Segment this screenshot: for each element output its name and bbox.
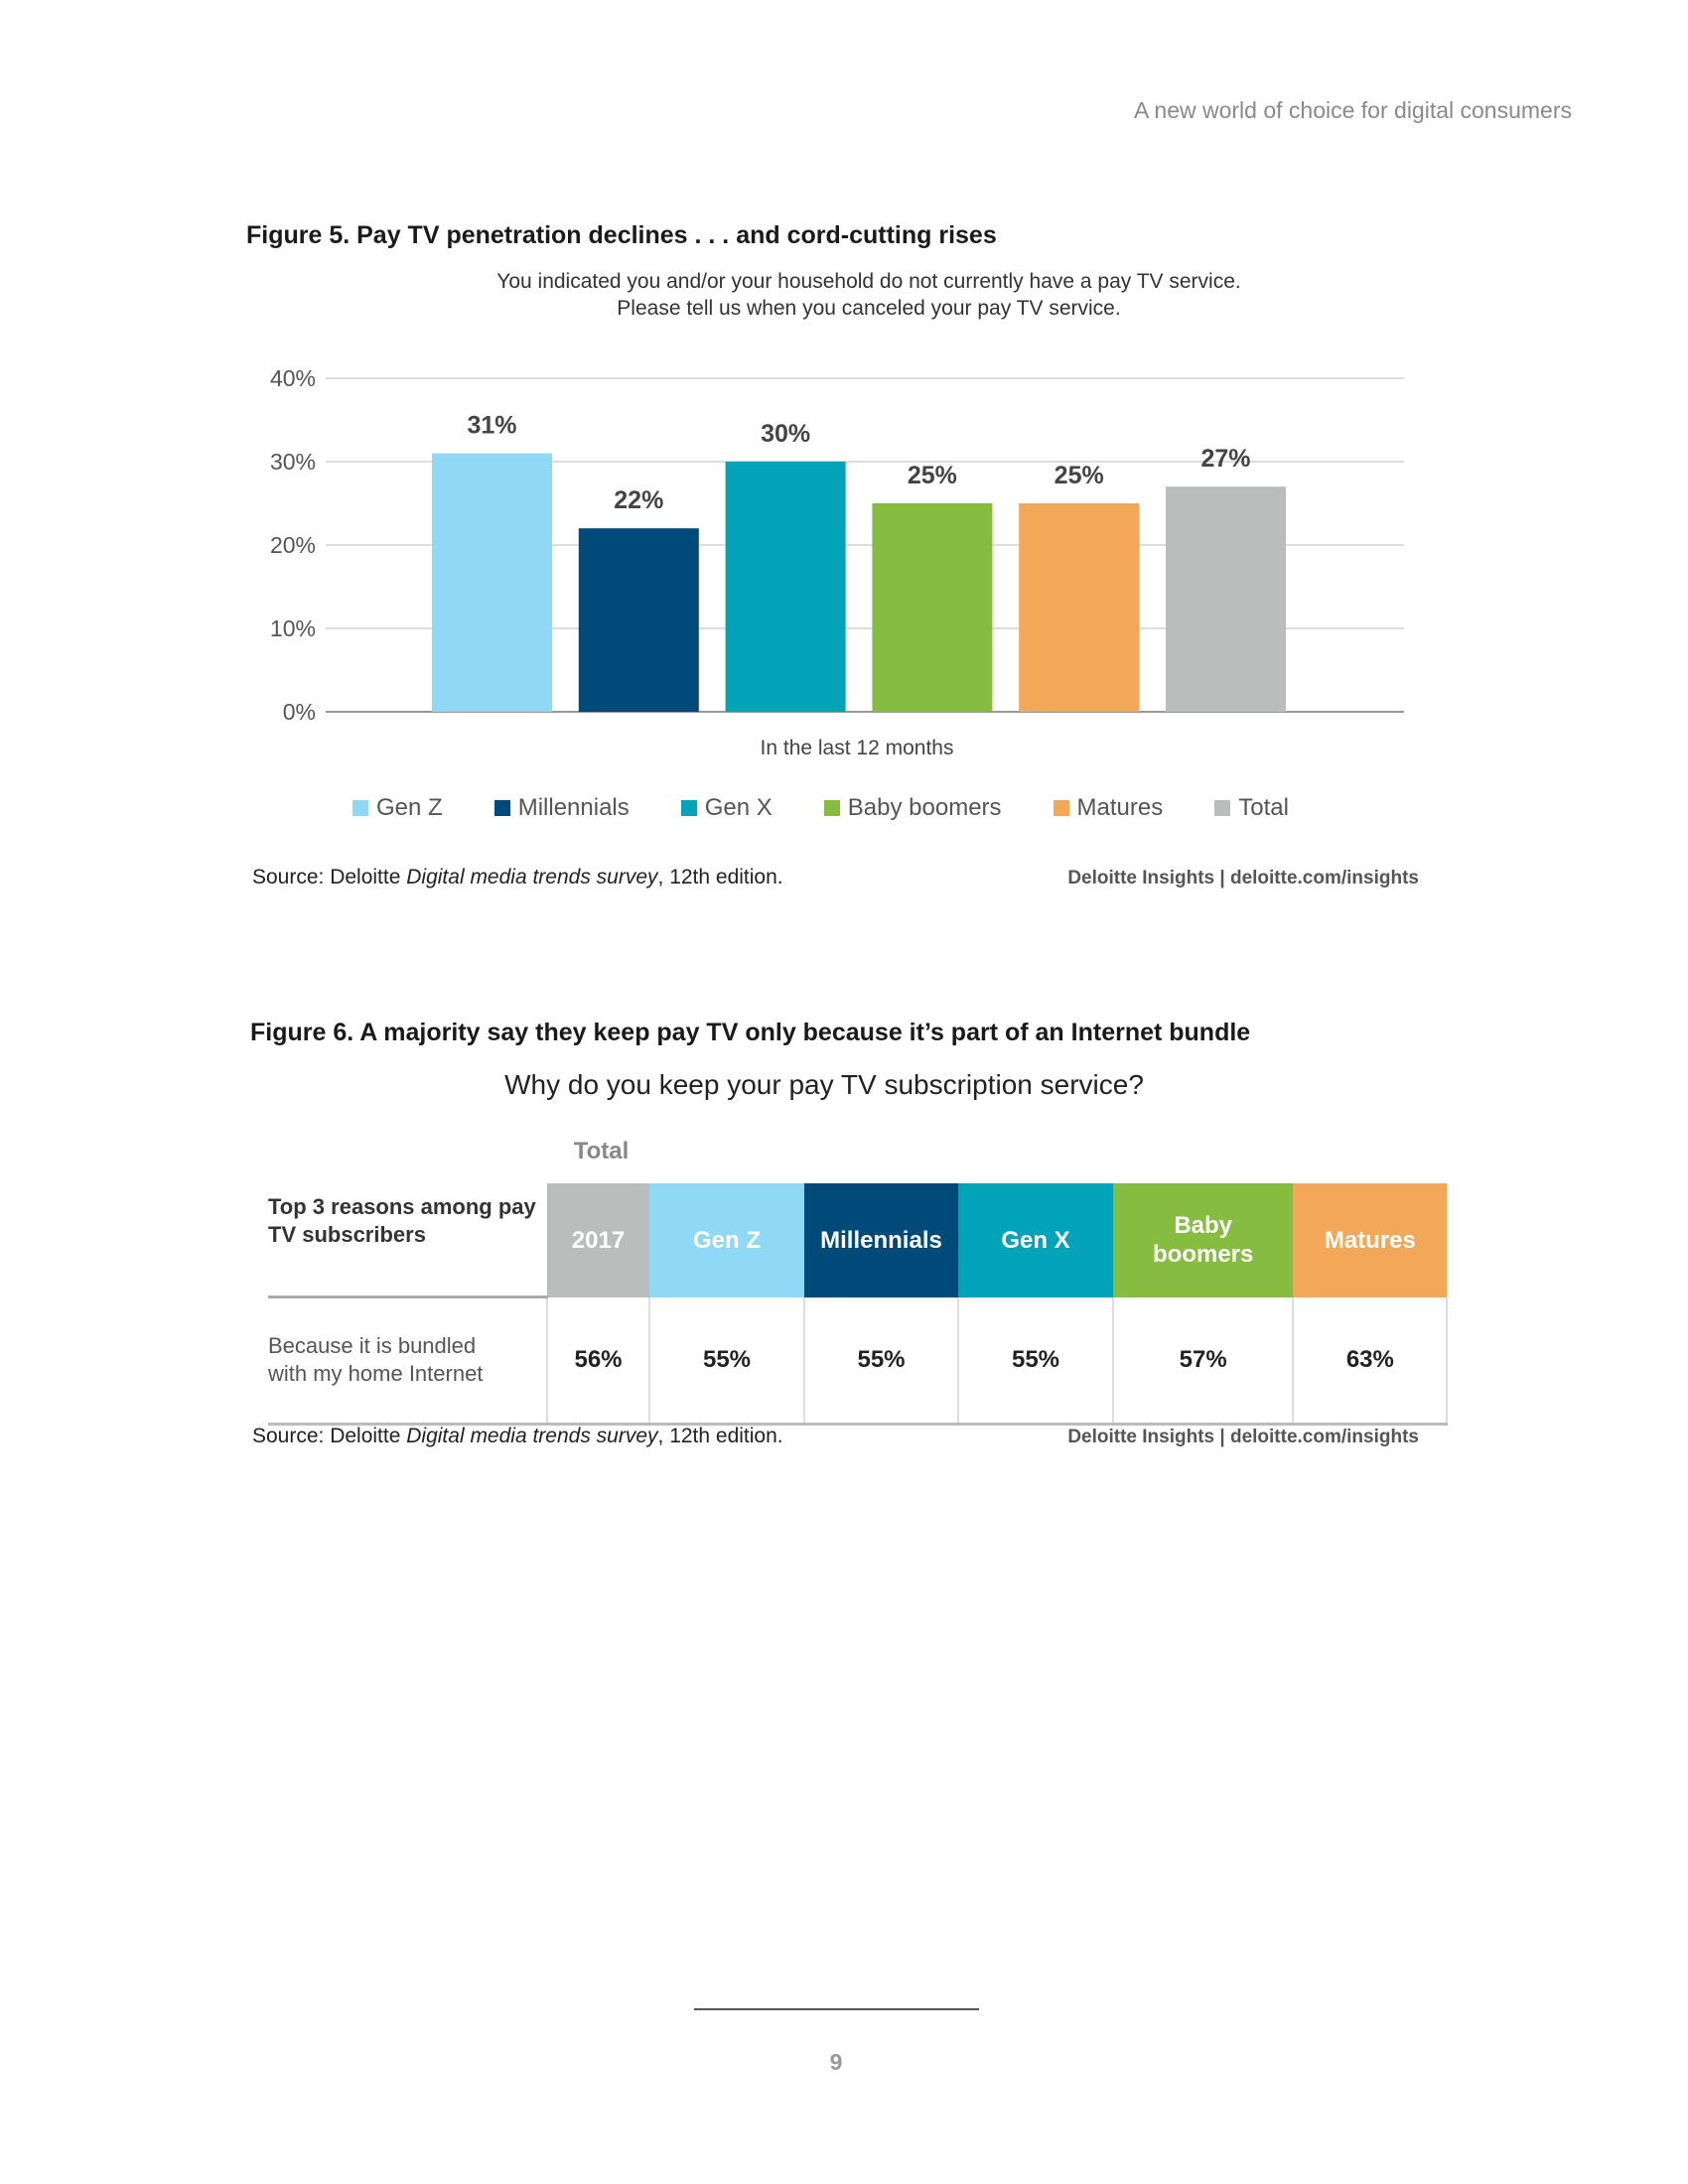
legend-item: Millennials	[493, 794, 630, 822]
source-suffix: , 12th edition.	[657, 866, 783, 888]
cell-gen-z: 55%	[648, 1297, 804, 1426]
legend-label: Millennials	[517, 794, 630, 821]
y-tick-label: 20%	[270, 532, 316, 558]
col-header-millennials: Millennials	[804, 1183, 958, 1297]
col-header-2017: 2017	[547, 1183, 649, 1297]
bar-baby-boomers	[872, 503, 993, 712]
source-prefix: Source: Deloitte	[252, 1425, 407, 1447]
data-label: 27%	[1200, 445, 1250, 473]
subtitle-line-1: You indicated you and/or your household …	[496, 270, 1241, 293]
row-header-label: Top 3 reasons among pay TV subscribers	[268, 1183, 547, 1298]
running-header: A new world of choice for digital consum…	[1133, 97, 1572, 123]
legend-item: Total	[1214, 794, 1289, 822]
figure5-source: Source: Deloitte Digital media trends su…	[252, 866, 783, 889]
y-tick-label: 30%	[270, 449, 316, 475]
figure6-table: Top 3 reasons among pay TV subscribers 2…	[268, 1183, 1449, 1426]
bar-gen-z	[432, 453, 552, 712]
source-suffix: , 12th edition.	[657, 1425, 783, 1447]
figure5-bar-chart: 0% 10% 20% 30% 40% 31% 22% 30% 25% 25% 27% In the l…	[270, 365, 1404, 759]
y-tick-label: 40%	[270, 365, 316, 391]
col-header-gen-x: Gen X	[958, 1183, 1113, 1297]
source-survey-name: Digital media trends survey	[406, 1425, 658, 1447]
legend-swatch	[352, 800, 368, 816]
subtitle-line-2: Please tell us when you canceled your pa…	[617, 297, 1121, 320]
y-tick-label: 0%	[283, 699, 316, 725]
data-label: 31%	[467, 412, 516, 440]
row-label-text: Because it is bundled with my home Inter…	[268, 1333, 484, 1387]
legend-label: Gen Z	[376, 794, 443, 821]
data-label: 22%	[614, 486, 663, 514]
legend-label: Matures	[1076, 794, 1164, 821]
source-survey-name: Digital media trends survey	[406, 866, 658, 888]
cell-baby-boomers: 57%	[1111, 1297, 1294, 1426]
cell-gen-x: 55%	[957, 1297, 1113, 1426]
figure6-credit: Deloitte Insights | deloitte.com/insight…	[1067, 1427, 1419, 1447]
source-prefix: Source: Deloitte	[252, 866, 407, 888]
figure5-subtitle: You indicated you and/or your household …	[328, 268, 1410, 322]
cell-millennials: 55%	[803, 1297, 958, 1426]
legend-swatch	[1214, 800, 1231, 816]
legend-item: Gen X	[680, 794, 773, 822]
cell-matures: 63%	[1292, 1297, 1449, 1426]
page-number: 9	[829, 2049, 843, 2075]
data-label: 25%	[1055, 462, 1104, 489]
y-tick-label: 10%	[270, 615, 316, 641]
x-axis-label: In the last 12 months	[761, 737, 954, 759]
table-row: Because it is bundled with my home Inter…	[268, 1297, 1449, 1426]
legend-swatch	[1053, 800, 1069, 816]
chart-legend: Gen Z Millennials Gen X Baby boomers Matures…	[352, 794, 1340, 822]
bar-gen-x	[725, 462, 846, 712]
figure6-title: Figure 6. A majority say they keep pay T…	[250, 1019, 1251, 1046]
cell-2017: 56%	[546, 1297, 649, 1426]
figure5-title: Figure 5. Pay TV penetration declines . …	[246, 221, 997, 249]
legend-label: Total	[1238, 794, 1289, 821]
footer-divider	[694, 2008, 979, 2010]
bar-millennials	[578, 528, 699, 712]
legend-item: Gen Z	[352, 794, 443, 822]
legend-swatch	[493, 800, 510, 816]
bar-matures	[1019, 503, 1140, 712]
legend-swatch	[680, 800, 697, 816]
col-header-gen-z: Gen Z	[649, 1183, 804, 1297]
col-header-matures: Matures	[1293, 1183, 1448, 1297]
legend-swatch	[823, 800, 840, 816]
legend-label: Gen X	[704, 794, 773, 821]
legend-item: Matures	[1053, 794, 1164, 822]
figure6-source: Source: Deloitte Digital media trends su…	[252, 1425, 783, 1448]
bar-total	[1166, 486, 1286, 712]
row-label: Because it is bundled with my home Inter…	[268, 1297, 547, 1426]
figure6-question: Why do you keep your pay TV subscription…	[504, 1069, 1144, 1100]
legend-item: Baby boomers	[823, 794, 1002, 822]
data-label: 25%	[908, 462, 957, 489]
data-label: 30%	[761, 420, 810, 448]
col-header-baby-boomers: Baby boomers	[1113, 1183, 1294, 1297]
figure5-credit: Deloitte Insights | deloitte.com/insight…	[1067, 868, 1419, 888]
legend-label: Baby boomers	[847, 794, 1002, 821]
total-group-label: Total	[573, 1138, 630, 1164]
table-header-row: Top 3 reasons among pay TV subscribers 2…	[268, 1183, 1448, 1298]
